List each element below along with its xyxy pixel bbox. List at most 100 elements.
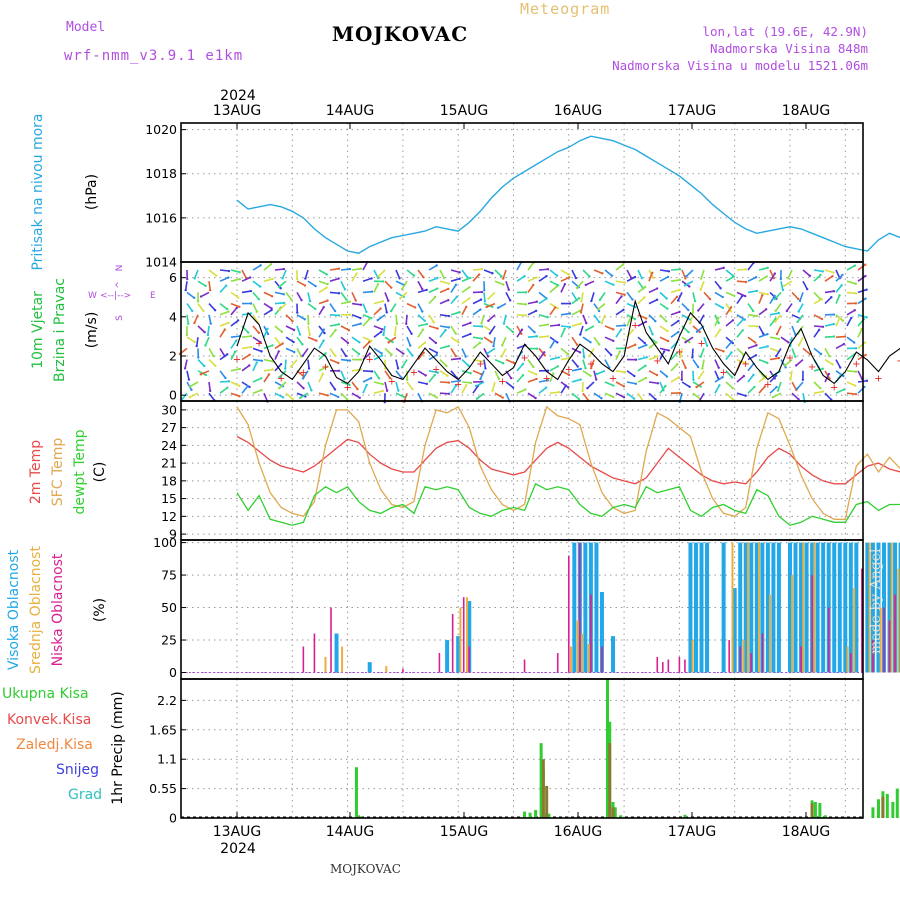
ytick-label: 12 (161, 509, 177, 524)
wind-arrow (461, 297, 470, 305)
wind-arrow-head (678, 268, 682, 271)
wind-arrow-head (421, 328, 425, 331)
wind-arrow-head (271, 344, 274, 347)
ytick-label: 2.2 (157, 693, 177, 708)
wind-arrow (516, 261, 523, 271)
wind-arrow-head (777, 311, 781, 315)
wind-arrow-head (730, 376, 734, 379)
wind-arrow-head (183, 367, 187, 370)
wind-arrow-head (575, 343, 579, 346)
wind-arrow (450, 311, 460, 316)
wind-arrow-head (695, 330, 699, 333)
page-title: MOJKOVAC (331, 22, 469, 46)
wind-arrow (505, 358, 515, 364)
model-name: wrf-nmm_v3.9.1 e1km (64, 48, 244, 64)
ytick-label: 0 (169, 388, 177, 403)
wind-arrow (626, 291, 634, 301)
cloud-bar-0 (765, 542, 770, 673)
wind-arrow-head (301, 377, 305, 380)
wind-arrow-head (334, 328, 337, 332)
wind-arrow-head (336, 395, 340, 399)
wind-arrow (340, 381, 350, 386)
wind-arrow-head (623, 370, 627, 374)
wind-arrow-head (695, 385, 698, 389)
wind-arrow-head (507, 288, 510, 291)
wind-arrow (791, 325, 797, 335)
ytick-label: 0.55 (149, 781, 177, 796)
wind-arrow (725, 392, 734, 400)
wind-arrow (219, 347, 226, 357)
wind-arrow-head (865, 379, 869, 382)
wind-arrow-head (701, 367, 704, 370)
wind-arrow-head (598, 320, 601, 324)
wind-arrow-head (249, 334, 253, 338)
wind-arrow (758, 308, 767, 316)
wind-arrow-head (325, 286, 328, 289)
cloud-bar-0 (837, 542, 842, 673)
wind-arrow (450, 277, 460, 282)
wind-arrow-head (520, 328, 524, 331)
wind-arrow (835, 274, 843, 282)
wind-arrow-head (644, 364, 647, 367)
wind-arrow (204, 336, 210, 346)
wind-arrow-head (864, 274, 867, 278)
wind-arrow (626, 269, 632, 279)
wind-arrow (593, 336, 600, 345)
wind-arrow-head (271, 277, 274, 281)
wind-arrow (486, 302, 496, 308)
wind-arrow (186, 336, 196, 343)
wind-arrow (582, 269, 590, 277)
wind-arrow (382, 325, 386, 336)
wind-arrow (791, 392, 800, 400)
wind-arrow-head (718, 328, 722, 331)
cloud-bar-1 (570, 646, 573, 673)
wind-arrow-head (377, 275, 380, 278)
wind-arrow-head (248, 353, 251, 356)
temp-line-0 (236, 435, 900, 485)
wind-arrow (758, 345, 768, 350)
ytick-label: 4 (169, 309, 177, 324)
wind-arrow (284, 359, 287, 369)
cloud-bar-2 (861, 568, 863, 673)
wind-arrow-head (589, 366, 593, 370)
wind-arrow (824, 275, 833, 282)
temp-line-2 (236, 482, 900, 526)
wind-arrow-head (475, 397, 479, 401)
wind-arrow-head (612, 328, 615, 331)
wind-arrow-head (446, 374, 449, 377)
wind-arrow (329, 381, 336, 390)
wind-arrow-head (578, 351, 582, 354)
wind-arrow-head (589, 341, 592, 344)
wind-arrow-head (421, 310, 424, 313)
wind-arrow-head (224, 284, 228, 287)
wind-arrow (373, 347, 382, 354)
wind-arrow-head (719, 287, 722, 290)
wind-arrow-head (631, 298, 634, 301)
wind-arrow (780, 281, 784, 291)
wind-arrow (318, 373, 324, 383)
wind-arrow-head (654, 319, 657, 323)
wind-arrow (714, 314, 720, 324)
wind-arrow (725, 291, 735, 297)
ytick-label: 30 (161, 402, 177, 417)
wind-arrow (769, 273, 776, 282)
wind-arrow (184, 281, 188, 291)
wind-arrow-head (487, 297, 490, 300)
wind-arrow-head (849, 316, 853, 320)
wind-arrow (399, 291, 408, 299)
wind-arrow-head (601, 272, 604, 275)
wind-arrow (307, 302, 316, 310)
wind-arrow-head (436, 327, 439, 330)
wind-arrow (219, 322, 229, 327)
wind-arrow-head (675, 295, 679, 299)
wind-arrow-head (523, 275, 526, 278)
wind-arrow (527, 392, 536, 399)
wind-arrow-head (469, 276, 472, 280)
wind-arrow (318, 280, 328, 285)
wind-arrow-head (685, 274, 688, 278)
precip-bar-0 (534, 809, 538, 818)
cloud-bar-2 (313, 633, 316, 673)
wind-arrow-head (691, 311, 695, 314)
wind-arrow-head (589, 374, 592, 377)
wind-arrow-head (458, 379, 462, 382)
